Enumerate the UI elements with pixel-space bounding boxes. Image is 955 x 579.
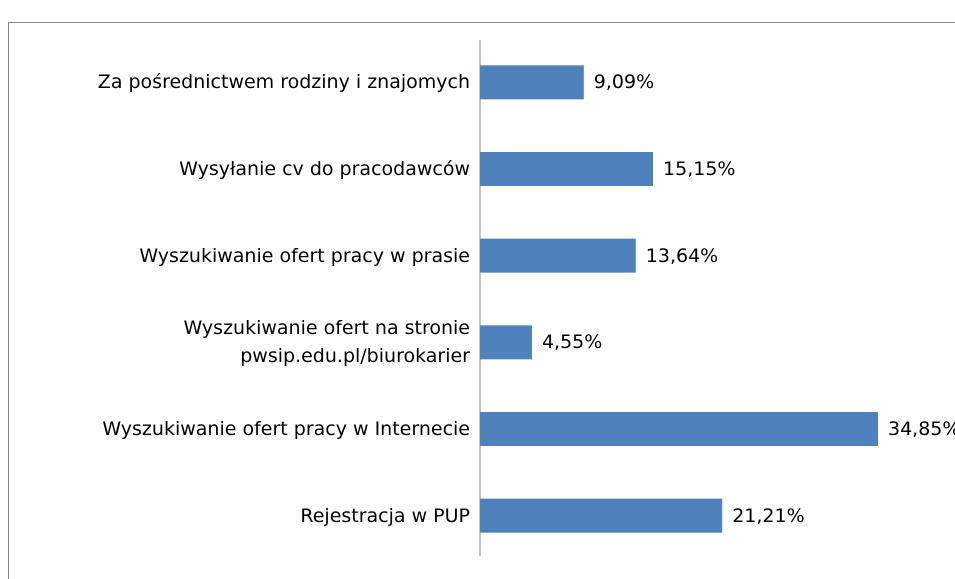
bar [480,65,584,100]
bar [480,498,723,533]
category-label: Wysyłanie cv do pracodawców [179,158,470,180]
category-label: Za pośrednictwem rodziny i znajomych [97,71,470,94]
data-label: 21,21% [732,504,805,527]
bar [480,152,654,186]
category-label: Wyszukiwanie ofert pracy w prasie [139,244,470,267]
chart-frame [8,22,955,579]
data-label: 9,09% [593,71,655,94]
category-label: Rejestracja w PUP [300,504,470,527]
bar [480,412,878,446]
data-label: 15,15% [663,158,736,180]
category-label: Wyszukiwanie ofert pracy w Internecie [102,418,470,440]
data-label: 34,85% [888,418,955,440]
category-label: Wyszukiwanie ofert na stronie pwsip.edu.… [183,317,470,368]
data-label: 4,55% [541,331,603,354]
bar [480,238,636,273]
data-label: 13,64% [645,244,719,267]
bar [480,325,532,360]
